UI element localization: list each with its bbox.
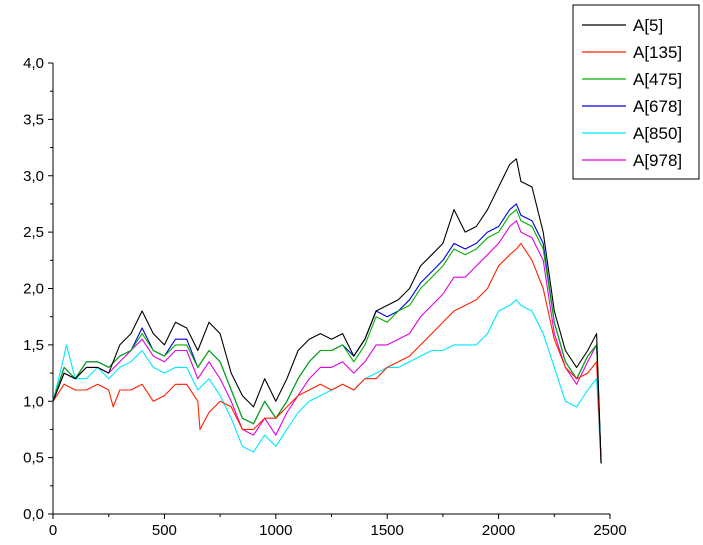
x-tick-label: 1500 — [371, 522, 404, 539]
x-tick-label: 2500 — [593, 522, 626, 539]
y-tick-label: 3,0 — [23, 168, 44, 185]
y-tick-label: 3,5 — [23, 111, 44, 128]
legend-label: A[5] — [633, 16, 663, 35]
y-tick-label: 0,5 — [23, 450, 44, 467]
axes: 0,0 0,5 1,0 1,5 2,0 2,5 3,0 3,5 4,0 0 500 1000 1500 2… — [23, 55, 627, 539]
legend-label: A[135] — [633, 43, 682, 62]
series-line-A5 — [52, 158, 602, 464]
x-tick-label: 1000 — [259, 522, 292, 539]
legend-label: A[678] — [633, 97, 682, 116]
x-tick-label: 2000 — [482, 522, 515, 539]
series-layer — [52, 158, 602, 464]
legend: A[5] A[135] A[475] A[678] A[850] A[978] — [572, 4, 700, 180]
legend-label: A[978] — [633, 151, 682, 170]
x-tick-label: 500 — [152, 522, 177, 539]
legend-box — [572, 4, 700, 180]
y-tick-label: 4,0 — [23, 55, 44, 72]
series-line-A978 — [52, 220, 602, 464]
y-tick-label: 2,5 — [23, 224, 44, 241]
legend-label: A[850] — [633, 124, 682, 143]
y-tick-label: 2,0 — [23, 281, 44, 298]
y-tick-label: 1,0 — [23, 393, 44, 410]
series-line-A135 — [52, 242, 602, 464]
series-line-A678 — [52, 203, 602, 464]
y-tick-label: 1,5 — [23, 337, 44, 354]
x-tick-label: 0 — [49, 522, 57, 539]
legend-label: A[475] — [633, 70, 682, 89]
series-line-A475 — [52, 209, 602, 464]
y-tick-label: 0,0 — [23, 506, 44, 523]
